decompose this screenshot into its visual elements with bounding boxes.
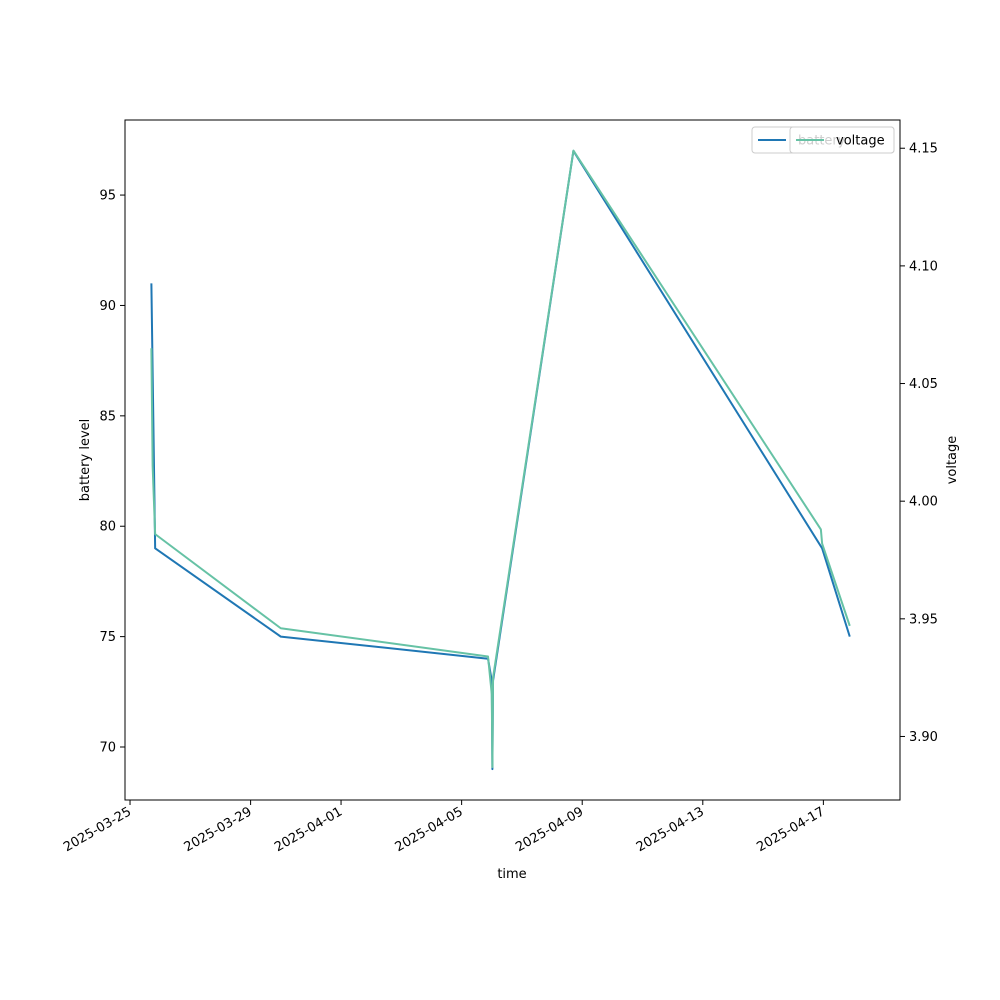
y-left-tick-label: 80 [99,520,116,535]
x-axis-label: time [497,867,526,882]
y-right-tick-label: 3.90 [909,730,938,745]
y-right-tick-label: 3.95 [909,612,938,627]
legend-label-voltage: voltage [836,134,885,149]
y-left-tick-label: 90 [99,299,116,314]
series-line-voltage [150,149,851,769]
y-left-tick-label: 85 [99,409,116,424]
y-right-tick-label: 4.15 [909,142,938,157]
y-right-tick-label: 4.10 [909,259,938,274]
y-left-tick-label: 70 [99,741,116,756]
legend-box-voltage [789,126,895,154]
y-right-tick-label: 4.05 [909,377,938,392]
plot-area [150,149,851,771]
axes: 7075808590953.903.954.004.054.104.152025… [61,119,960,882]
y-right-tick-label: 4.00 [909,495,938,510]
axes-frame [124,119,901,801]
y-left-tick-label: 95 [99,189,116,204]
y-left-tick-label: 75 [99,630,116,645]
legend: batteryvoltage [751,126,895,154]
y-right-axis-label: voltage [945,436,960,485]
y-left-axis-label: battery level [78,419,93,502]
